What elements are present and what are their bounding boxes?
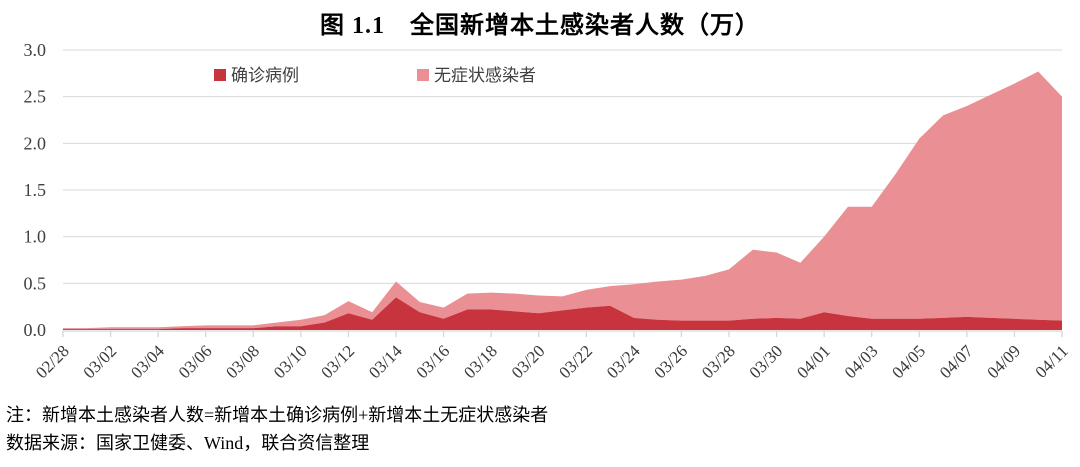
area-confirmed [63, 297, 1062, 330]
gridlines [63, 49, 1062, 284]
x-tick-label: 03/28 [698, 341, 739, 382]
y-tick-label: 2.5 [24, 87, 47, 107]
x-tick-label: 03/04 [127, 341, 168, 382]
y-tick-label: 0.0 [24, 320, 47, 340]
stacked-area-chart: 0.00.51.01.52.02.53.002/28 03/02 03/04 03/0… [24, 40, 1072, 382]
x-tick-label: 03/10 [270, 341, 311, 382]
y-tick-label: 1.0 [24, 227, 47, 247]
x-tick-label: 03/02 [80, 341, 121, 382]
x-tick-label: 04/01 [793, 341, 834, 382]
y-tick-label: 1.5 [24, 180, 47, 200]
area-asymptomatic [63, 71, 1062, 330]
x-tick-label: 03/26 [650, 341, 691, 382]
x-axis-ticks [62, 331, 1063, 337]
x-tick-label: 03/20 [508, 341, 549, 382]
legend: 确诊病例 无症状感染者 [214, 66, 536, 85]
x-tick-label: 03/06 [175, 341, 216, 382]
y-tick-label: 2.0 [24, 133, 47, 153]
legend-swatch-icon [214, 69, 226, 81]
y-tick-label: 3.0 [24, 40, 47, 60]
x-tick-label: 03/18 [460, 341, 501, 382]
x-tick-label: 02/28 [32, 341, 73, 382]
x-tick-label: 03/08 [222, 341, 263, 382]
legend-label: 无症状感染者 [434, 66, 536, 85]
x-axis-labels: 02/28 03/02 03/04 03/06 03/08 03/10 03/12 03/14… [32, 341, 1072, 382]
legend-label: 确诊病例 [231, 66, 299, 85]
x-tick-label: 03/30 [746, 341, 787, 382]
x-tick-label: 04/09 [983, 341, 1024, 382]
legend-item-asymptomatic: 无症状感染者 [417, 66, 536, 85]
x-tick-label: 03/22 [555, 341, 596, 382]
y-tick-label: 0.5 [24, 273, 47, 293]
x-tick-label: 03/24 [603, 341, 644, 382]
x-tick-label: 03/16 [413, 341, 454, 382]
note-definition: 注：新增本土感染者人数=新增本土确诊病例+新增本土无症状感染者 [6, 405, 549, 425]
x-tick-label: 04/05 [888, 341, 929, 382]
y-axis-labels: 0.0 0.5 1.0 1.5 2.0 2.5 3.0 [24, 40, 47, 340]
x-tick-label: 04/03 [841, 341, 882, 382]
note-source: 数据来源：国家卫健委、Wind，联合资信整理 [6, 433, 370, 453]
x-tick-label: 04/07 [936, 341, 977, 382]
x-tick-label: 04/11 [1031, 341, 1071, 381]
x-tick-label: 03/14 [365, 341, 406, 382]
chart-title: 图 1.1 全国新增本土感染者人数（万） [320, 13, 760, 39]
x-tick-label: 03/12 [317, 341, 358, 382]
legend-item-confirmed: 确诊病例 [214, 66, 299, 85]
legend-swatch-icon [417, 69, 429, 81]
